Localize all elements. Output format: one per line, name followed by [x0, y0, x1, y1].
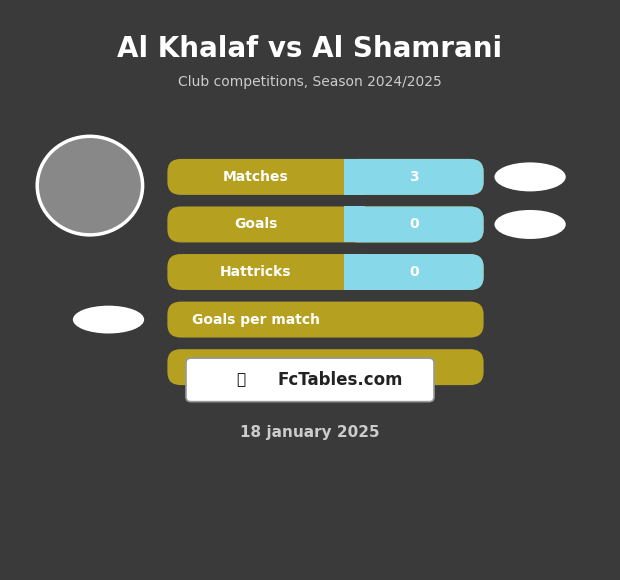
FancyBboxPatch shape: [345, 159, 365, 195]
Text: FcTables.com: FcTables.com: [277, 371, 402, 389]
FancyBboxPatch shape: [167, 206, 484, 242]
Text: Goals: Goals: [234, 218, 278, 231]
Ellipse shape: [495, 162, 565, 191]
Text: Matches: Matches: [223, 170, 289, 184]
FancyBboxPatch shape: [345, 254, 484, 290]
Text: Goals per match: Goals per match: [192, 313, 320, 327]
Ellipse shape: [495, 210, 565, 239]
Text: 0: 0: [409, 218, 419, 231]
Ellipse shape: [73, 306, 144, 334]
FancyBboxPatch shape: [167, 159, 484, 195]
Text: 3: 3: [409, 170, 419, 184]
Text: Al Khalaf vs Al Shamrani: Al Khalaf vs Al Shamrani: [117, 35, 503, 63]
FancyBboxPatch shape: [167, 349, 484, 385]
Circle shape: [37, 136, 143, 235]
FancyBboxPatch shape: [167, 302, 484, 338]
Text: 18 january 2025: 18 january 2025: [240, 425, 380, 440]
FancyBboxPatch shape: [345, 254, 365, 290]
FancyBboxPatch shape: [345, 206, 484, 242]
FancyBboxPatch shape: [345, 159, 484, 195]
FancyBboxPatch shape: [167, 254, 484, 290]
FancyBboxPatch shape: [186, 358, 434, 401]
Text: Min per goal: Min per goal: [207, 360, 305, 374]
Text: 📊: 📊: [236, 372, 245, 387]
Text: Club competitions, Season 2024/2025: Club competitions, Season 2024/2025: [178, 75, 442, 89]
FancyBboxPatch shape: [345, 206, 365, 242]
Text: 0: 0: [409, 265, 419, 279]
Text: Hattricks: Hattricks: [220, 265, 291, 279]
